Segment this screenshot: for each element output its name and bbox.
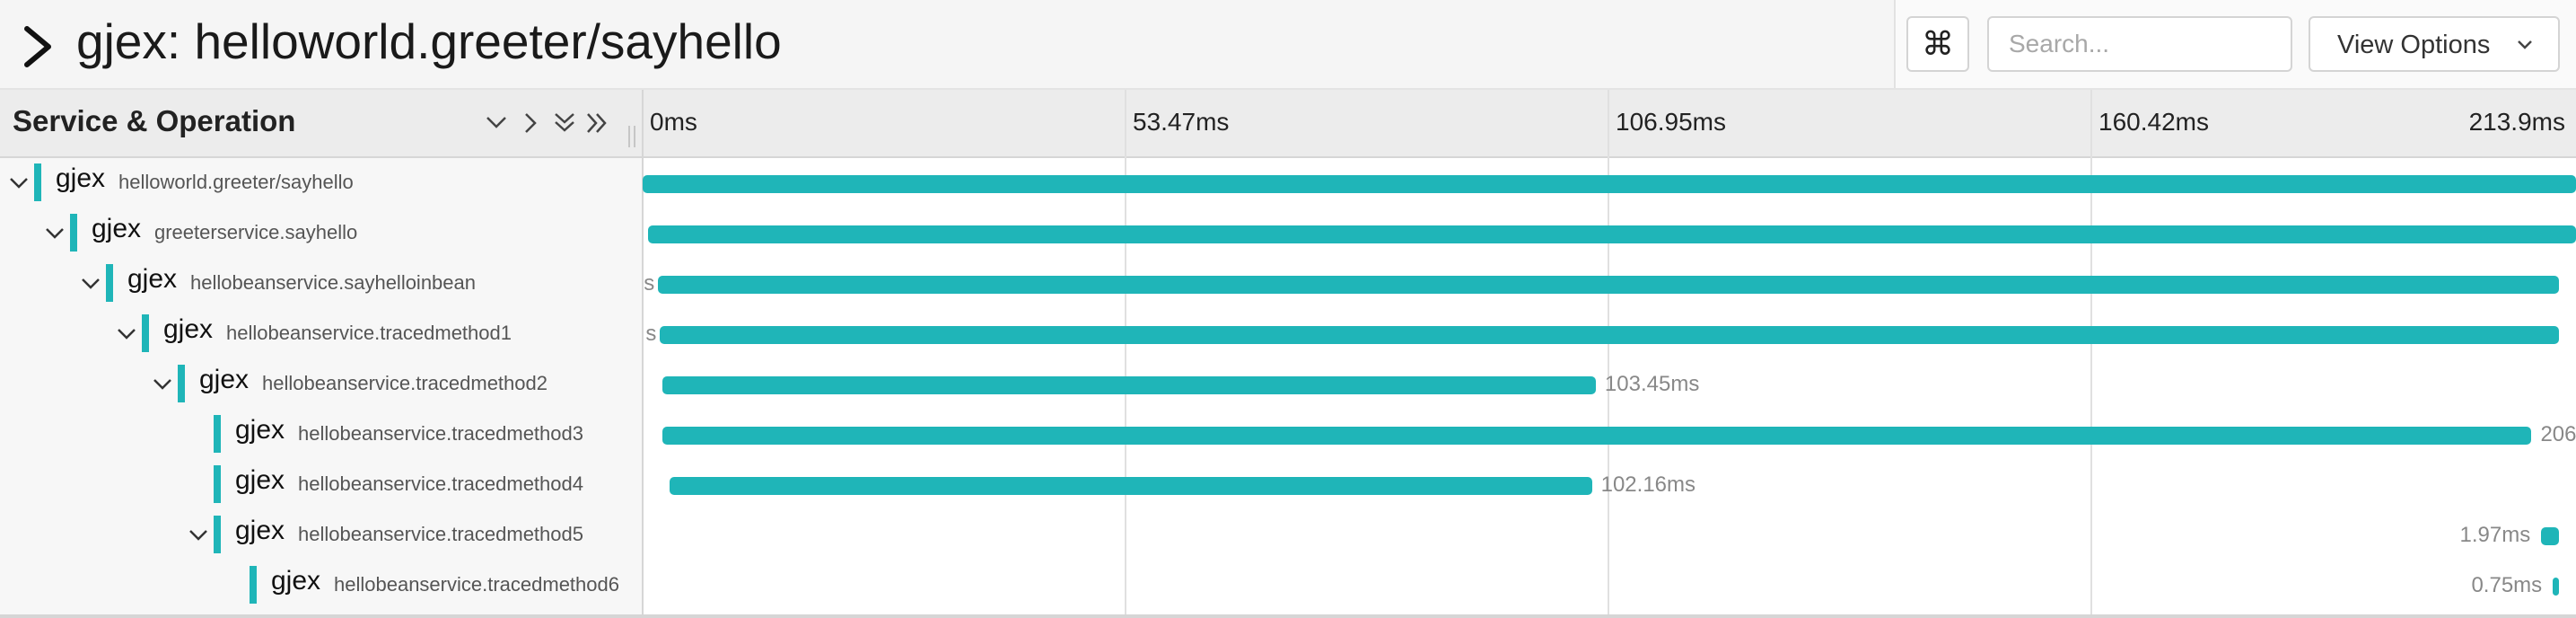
- chevron-down-icon[interactable]: [7, 174, 31, 192]
- chevron-right-icon[interactable]: [20, 23, 56, 70]
- bottom-border: [0, 614, 2576, 618]
- span-bar[interactable]: [643, 175, 2576, 193]
- chevron-down-icon[interactable]: [187, 526, 210, 544]
- service-name: gjex: [163, 314, 214, 344]
- span-row[interactable]: gjex hellobeanservice.tracedmethod6 0.75ms: [0, 561, 2576, 611]
- operation-name: hellobeanservice.tracedmethod1: [226, 322, 512, 344]
- span-duration-label: 103.45ms: [1604, 372, 1700, 396]
- chevron-down-icon[interactable]: [79, 275, 102, 293]
- span-row[interactable]: gjex hellobeanservice.sayhelloinbean s: [0, 259, 2576, 309]
- service-color-bar: [106, 264, 113, 302]
- tick-label: 160.42ms: [2098, 108, 2209, 136]
- expand-all-icon[interactable]: [583, 110, 614, 137]
- operation-name: hellobeanservice.tracedmethod6: [334, 573, 619, 596]
- span-row[interactable]: gjex hellobeanservice.tracedmethod2 103.45…: [0, 359, 2576, 410]
- service-color-bar: [34, 163, 41, 201]
- span-row[interactable]: gjex greeterservice.sayhello: [0, 208, 2576, 259]
- span-row[interactable]: gjex hellobeanservice.tracedmethod4 102.16…: [0, 460, 2576, 510]
- span-bar[interactable]: [2541, 527, 2559, 545]
- service-color-bar: [70, 214, 77, 252]
- trace-header: gjex: helloworld.greeter/sayhello ⌘ View…: [0, 0, 2576, 90]
- gridline: [2090, 90, 2092, 618]
- span-row[interactable]: gjex hellobeanservice.tracedmethod5 1.97ms: [0, 510, 2576, 561]
- operation-name: hellobeanservice.tracedmethod5: [298, 523, 583, 545]
- span-bar[interactable]: [662, 427, 2532, 445]
- collapse-all-icon[interactable]: [549, 110, 580, 137]
- span-row[interactable]: gjex helloworld.greeter/sayhello: [0, 158, 2576, 208]
- span-duration-label: s: [644, 271, 655, 296]
- gridline: [1125, 90, 1126, 618]
- span-duration-label: 0.75ms: [2471, 573, 2543, 597]
- service-color-bar: [214, 516, 221, 553]
- view-options-label: View Options: [2337, 31, 2491, 59]
- service-name: gjex: [235, 465, 285, 495]
- chevron-down-icon[interactable]: [151, 375, 174, 393]
- chevron-down-icon[interactable]: [43, 225, 66, 243]
- span-duration-label: 1.97ms: [2459, 523, 2531, 547]
- operation-name: hellobeanservice.tracedmethod3: [298, 422, 583, 445]
- gridline: [1608, 90, 1609, 618]
- service-operation-title: Service & Operation: [13, 104, 296, 137]
- service-name: gjex: [199, 365, 250, 394]
- tick-label: 0ms: [650, 108, 697, 136]
- span-name-pane: [0, 158, 643, 618]
- pane-divider: [642, 90, 644, 618]
- operation-name: greeterservice.sayhello: [154, 221, 358, 243]
- service-name: gjex: [235, 415, 285, 445]
- operation-name: hellobeanservice.sayhelloinbean: [190, 271, 477, 294]
- service-color-bar: [142, 314, 149, 352]
- collapse-one-icon[interactable]: [481, 110, 512, 137]
- operation-name: hellobeanservice.tracedmethod4: [298, 472, 583, 495]
- tick-label: 213.9ms: [2468, 108, 2565, 136]
- span-bar[interactable]: [660, 326, 2559, 344]
- service-color-bar: [214, 415, 221, 453]
- keyboard-shortcuts-button[interactable]: ⌘: [1906, 16, 1969, 72]
- span-bar[interactable]: [662, 376, 1596, 394]
- span-row[interactable]: gjex hellobeanservice.tracedmethod3 206: [0, 410, 2576, 460]
- command-icon: ⌘: [1922, 25, 1954, 62]
- search-input[interactable]: [1987, 16, 2292, 72]
- service-name: gjex: [235, 516, 285, 545]
- span-bar[interactable]: [648, 225, 2576, 243]
- service-color-bar: [178, 365, 185, 402]
- header-tools: ⌘ View Options: [1894, 0, 2576, 88]
- span-bar[interactable]: [2553, 578, 2559, 596]
- view-options-button[interactable]: View Options: [2309, 16, 2560, 72]
- trace-title: gjex: helloworld.greeter/sayhello: [76, 13, 782, 69]
- service-name: gjex: [92, 214, 142, 243]
- span-duration-label: 102.16ms: [1600, 472, 1696, 497]
- timeline-column-header: Service & Operation 0ms 53.47ms 106.95ms…: [0, 90, 2576, 158]
- service-name: gjex: [271, 566, 321, 596]
- expand-one-icon[interactable]: [515, 110, 546, 137]
- service-name: gjex: [127, 264, 178, 294]
- span-bar[interactable]: [658, 276, 2559, 294]
- span-duration-label: 206: [2540, 422, 2576, 446]
- pane-resize-handle[interactable]: [628, 126, 635, 147]
- span-bar[interactable]: [670, 477, 1592, 495]
- tick-label: 53.47ms: [1133, 108, 1230, 136]
- span-row[interactable]: gjex hellobeanservice.tracedmethod1 s: [0, 309, 2576, 359]
- operation-name: helloworld.greeter/sayhello: [118, 171, 354, 193]
- tick-label: 106.95ms: [1616, 108, 1726, 136]
- span-duration-label: s: [645, 322, 657, 346]
- service-color-bar: [250, 566, 257, 604]
- chevron-down-icon: [2518, 40, 2532, 49]
- operation-name: hellobeanservice.tracedmethod2: [262, 372, 548, 394]
- chevron-down-icon[interactable]: [115, 325, 138, 343]
- service-name: gjex: [56, 163, 106, 193]
- service-color-bar: [214, 465, 221, 503]
